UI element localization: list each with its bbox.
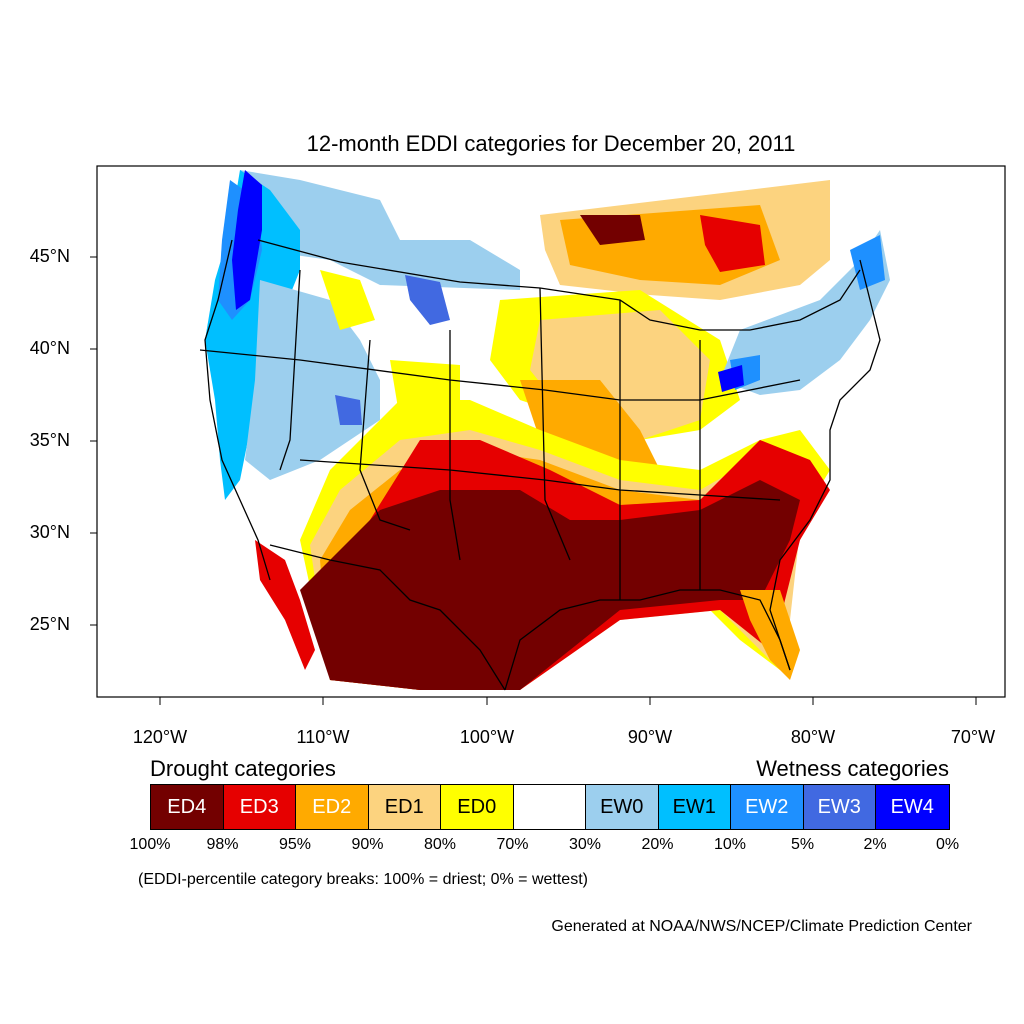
credit-line: Generated at NOAA/NWS/NCEP/Climate Predi… [551, 918, 972, 935]
state-line-2 [359, 339, 411, 531]
percent-break-label: 95% [278, 836, 312, 853]
lon-label-100: 100°W [459, 727, 515, 747]
map-frame [96, 165, 1006, 698]
dry-region-baja [255, 540, 315, 670]
boundaries [199, 239, 881, 691]
us-mexico-border [269, 544, 506, 691]
percent-break-label: 10% [713, 836, 747, 853]
percent-break-label: 70% [496, 836, 529, 853]
lat-label-25: 25°N [29, 614, 70, 634]
legend-box-ed4: ED4 [151, 785, 224, 829]
dry-region-canada-ed3 [700, 215, 765, 272]
legend-box-ew3: EW3 [803, 785, 876, 829]
map-title: 12-month EDDI categories for December 20… [306, 131, 796, 156]
dry-region-south-ed4 [300, 480, 800, 690]
legend-box-ew2: EW2 [731, 785, 804, 829]
lon-label-110: 110°W [296, 727, 350, 747]
wet-region-great-basin [245, 280, 380, 480]
lat-label-35: 35°N [29, 430, 70, 450]
wet-region-nw-canada [240, 170, 520, 290]
map-field [205, 170, 890, 690]
us-canada-border [257, 239, 861, 331]
percent-break-label: 5% [790, 836, 815, 853]
percent-break-label: 30% [568, 836, 602, 853]
percent-break-label: 90% [351, 836, 384, 853]
legend-box-ew0: EW0 [586, 785, 659, 829]
legend-box-neutral [513, 785, 586, 829]
category-note: (EDDI-percentile category breaks: 100% =… [138, 871, 588, 888]
legend-box-ed0: ED0 [441, 785, 514, 829]
gulf-coast [504, 589, 791, 691]
drought-heading: Drought categories [150, 756, 336, 781]
percent-break-label: 100% [129, 836, 171, 853]
wet-region-montana [405, 275, 450, 325]
wetness-heading: Wetness categories [756, 756, 949, 781]
legend-box-ew4: EW4 [876, 785, 949, 829]
dry-region-rockies [320, 270, 375, 330]
legend-box-ed2: ED2 [296, 785, 369, 829]
lon-label-80: 80°W [790, 727, 836, 747]
legend-box-ed1: ED1 [368, 785, 441, 829]
wet-region-maine [850, 235, 885, 290]
category-legend: ED4 ED3 ED2 ED1 ED0 EW0 EW1 EW2 EW3 EW4 [150, 784, 950, 830]
percent-break-label: 98% [206, 836, 239, 853]
percent-break-label: 2% [863, 836, 887, 853]
dry-region-midwest-ed2 [520, 380, 660, 480]
state-line-7 [199, 349, 801, 401]
lon-label-70: 70°W [950, 727, 996, 747]
legend-box-ew1: EW1 [658, 785, 731, 829]
wet-region-coast-max [232, 170, 262, 310]
state-line-1 [279, 269, 301, 471]
lat-label-45: 45°N [29, 246, 70, 266]
east-coast [769, 259, 881, 671]
wet-region-northeast [720, 230, 890, 395]
lon-label-120: 120°W [132, 727, 188, 747]
dry-region-colorado [390, 360, 460, 420]
percent-break-label: 0% [935, 836, 960, 853]
wet-region-utah [335, 395, 362, 425]
lat-label-40: 40°N [29, 338, 70, 358]
percent-break-label: 80% [423, 836, 457, 853]
us-west-coast [204, 239, 271, 581]
axis-ticks [90, 256, 977, 705]
percent-break-label: 20% [641, 836, 674, 853]
legend-box-ed3: ED3 [223, 785, 296, 829]
dry-region-florida [740, 590, 800, 680]
lon-label-90: 90°W [627, 727, 673, 747]
wet-region-lake-erie-max [718, 365, 744, 392]
dry-region-canada-ed4 [580, 215, 645, 245]
lat-label-30: 30°N [29, 522, 70, 542]
state-line-4 [539, 287, 571, 561]
state-line-8 [299, 459, 781, 501]
state-line-3 [449, 330, 461, 561]
